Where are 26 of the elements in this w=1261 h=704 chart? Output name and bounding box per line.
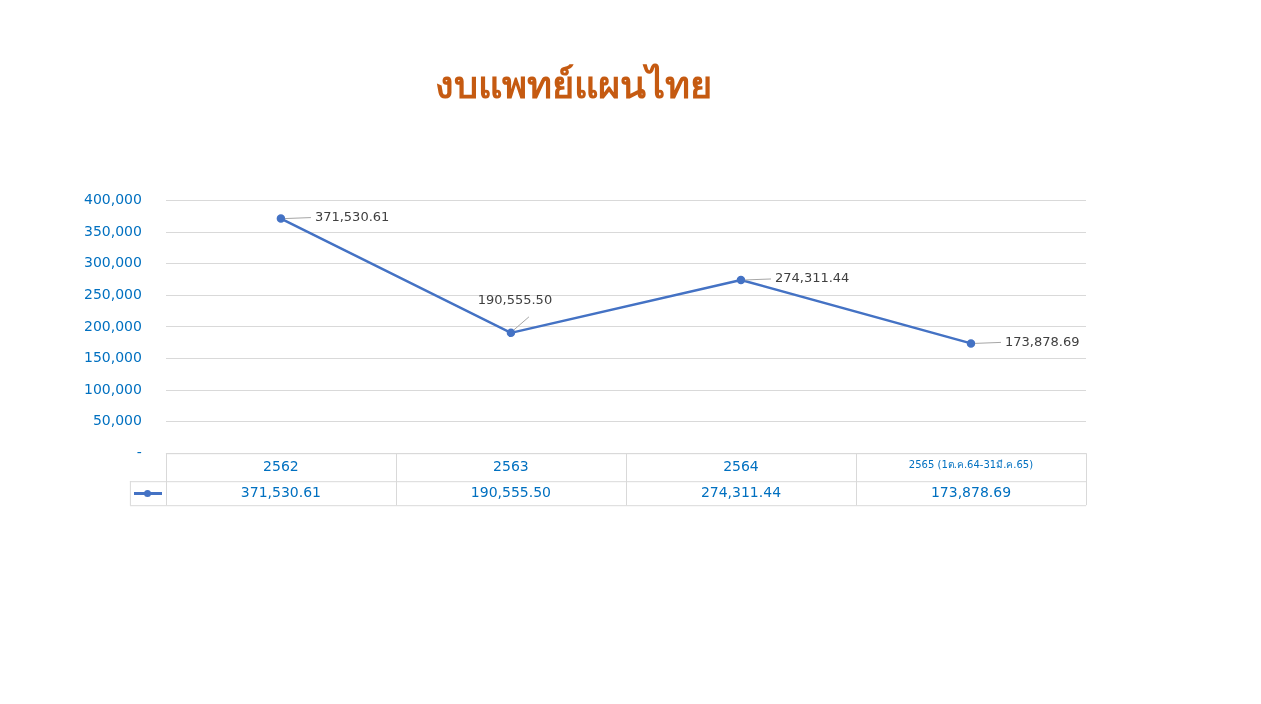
data-label: 371,530.61 [240, 483, 321, 500]
y-tick-label: 250,000 [83, 285, 142, 302]
x-tick-label: 2564 [723, 458, 759, 475]
text: 173,878.69 [1004, 333, 1080, 349]
y-tick-label: 350,000 [83, 222, 142, 239]
text: 371,530.61 [314, 208, 390, 224]
text: 274,311.44 [774, 270, 850, 286]
text: 190,555.50 [477, 292, 553, 308]
y-tick-label: 150,000 [83, 349, 142, 366]
x-tick-label: 2562 [263, 458, 299, 475]
point [736, 275, 746, 285]
point [276, 214, 286, 223]
chart-title: งบแพทย์แผนไทย [434, 62, 712, 107]
y-tick-label: 50,000 [92, 412, 142, 429]
y-tick-label: - [136, 443, 142, 460]
y-tick-label: 100,000 [83, 380, 142, 397]
data-label: 190,555.50 [470, 483, 552, 500]
data-label: 173,878.69 [930, 483, 1012, 500]
y-tick-label: 400,000 [83, 191, 142, 208]
y-tick-label: 200,000 [83, 317, 142, 334]
y-tick-label: 300,000 [83, 254, 142, 271]
point [506, 328, 516, 338]
point [966, 339, 976, 348]
x-tick-label: 2565 (1ต.ค.64-31มี.ค.65) [908, 458, 1034, 470]
x-tick-label: 2563 [493, 458, 529, 475]
data-label: 274,311.44 [700, 483, 782, 500]
